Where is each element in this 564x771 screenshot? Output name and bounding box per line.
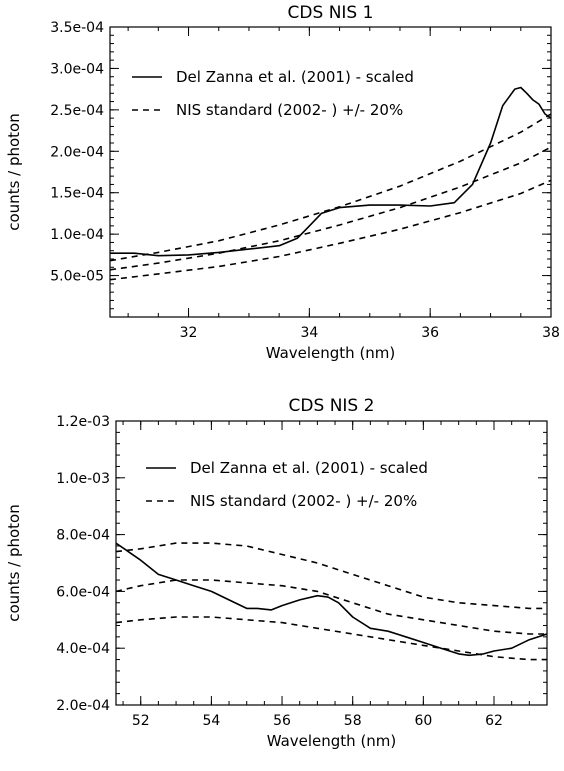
chart-2-ytick-label: 8.0e-04 (56, 528, 110, 544)
chart-2-legend-label-1: Del Zanna et al. (2001) - scaled (190, 459, 428, 477)
chart-2-ytick-label: 2.0e-04 (56, 698, 110, 714)
chart-2-series-4-dashed-line (116, 616, 547, 661)
chart-1-ytick-label: 2.5e-04 (50, 103, 104, 119)
chart-1: CDS NIS 1 32 34 36 38 5.0e-05 1.0e-04 1.5e-04 2.… (5, 3, 560, 362)
chart-2-xtick-label: 54 (202, 713, 220, 729)
chart-1-ytick-label: 3.0e-04 (50, 61, 104, 77)
chart-2-x-axis-label: Wavelength (nm) (267, 732, 397, 750)
chart-1-ytick-label: 3.5e-04 (50, 20, 104, 36)
chart-2-xtick-label: 52 (132, 713, 150, 729)
chart-1-ytick-label: 2.0e-04 (50, 144, 104, 160)
chart-1-series-3-dashed-line (110, 146, 551, 271)
chart-2: CDS NIS 2 52 54 56 58 60 62 2.0e-04 4.0e-04 6.0e-… (5, 396, 548, 750)
chart-2-y-axis-label: counts / photon (5, 504, 23, 622)
chart-2-ytick-label: 6.0e-04 (56, 584, 110, 600)
chart-2-xtick-label: 56 (273, 713, 291, 729)
chart-2-xtick-label: 58 (344, 713, 362, 729)
chart-2-title: CDS NIS 2 (289, 396, 375, 416)
chart-2-series-1-solid-line (116, 542, 547, 657)
chart-1-legend-label-2: NIS standard (2002- ) +/- 20% (176, 101, 403, 119)
chart-1-ytick-label: 1.0e-04 (50, 227, 104, 243)
chart-1-x-axis-label: Wavelength (nm) (266, 344, 396, 362)
chart-2-xtick-label: 62 (485, 713, 503, 729)
chart-2-legend-label-2: NIS standard (2002- ) +/- 20% (190, 492, 417, 510)
chart-1-title: CDS NIS 1 (288, 3, 374, 23)
chart-1-ytick-label: 5.0e-05 (50, 269, 104, 285)
chart-1-series-4-dashed-line (110, 179, 551, 281)
chart-2-series-2-dashed-line (116, 542, 547, 610)
chart-1-legend-label-1: Del Zanna et al. (2001) - scaled (176, 68, 414, 86)
chart-1-ytick-label: 1.5e-04 (50, 186, 104, 202)
chart-2-ytick-label: 1.2e-03 (56, 414, 110, 430)
chart-1-xtick-label: 38 (542, 325, 560, 341)
chart-1-plot-frame (109, 26, 552, 318)
chart-1-y-axis-label: counts / photon (5, 113, 23, 231)
chart-2-plot-frame (115, 420, 548, 706)
chart-1-series-2-dashed-line (110, 113, 551, 262)
chart-2-ytick-label: 4.0e-04 (56, 641, 110, 657)
chart-1-xtick-label: 32 (180, 325, 198, 341)
chart-2-ytick-label: 1.0e-03 (56, 471, 110, 487)
chart-2-series-3-dashed-line (116, 579, 547, 635)
chart-1-xtick-label: 36 (421, 325, 439, 341)
chart-1-xtick-label: 34 (300, 325, 318, 341)
chart-2-xtick-label: 60 (414, 713, 432, 729)
